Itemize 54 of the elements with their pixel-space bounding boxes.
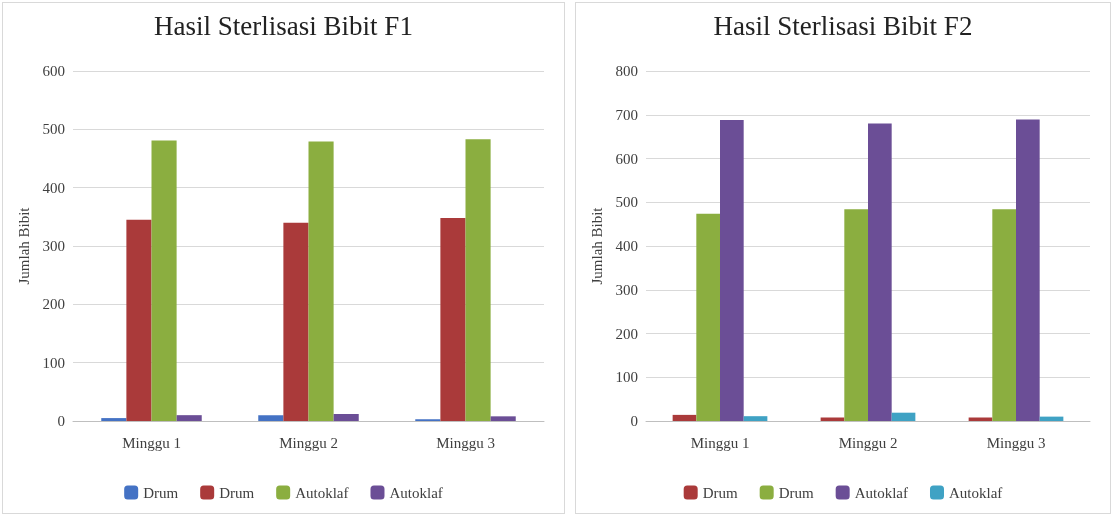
bar: [696, 213, 720, 421]
y-axis-title: Jumlah Bibit: [588, 206, 605, 285]
bar: [308, 141, 334, 421]
y-tick-label: 0: [630, 413, 638, 429]
y-tick-label: 600: [615, 150, 638, 167]
chart-title: Hasil Sterlisasi Bibit F2: [713, 10, 973, 41]
y-tick-label: 200: [42, 296, 65, 313]
y-axis-title: Jumlah Bibit: [15, 206, 32, 285]
bar: [743, 416, 768, 421]
y-tick-label: 500: [42, 121, 65, 138]
y-tick-label: 0: [57, 413, 65, 429]
legend-label: Autoklaf: [295, 484, 349, 501]
x-tick-label: Minggu 3: [986, 434, 1046, 451]
legend-label: Drum: [143, 484, 179, 501]
y-tick-label: 100: [42, 354, 65, 371]
legend-label: Autoklaf: [854, 484, 908, 501]
bar: [891, 412, 916, 421]
y-tick-label: 100: [615, 369, 638, 386]
legend-label: Drum: [778, 484, 815, 501]
bar: [333, 414, 359, 421]
y-tick-label: 200: [615, 325, 638, 342]
bar: [101, 418, 127, 421]
bar: [868, 123, 892, 421]
y-tick-label: 300: [42, 238, 65, 254]
bar: [440, 218, 466, 421]
bar: [490, 416, 516, 421]
y-tick-label: 600: [42, 63, 65, 79]
y-tick-label: 400: [42, 179, 65, 196]
bar: [176, 415, 202, 421]
bar: [720, 120, 744, 421]
x-tick-label: Minggu 1: [122, 434, 181, 451]
bar: [672, 414, 697, 421]
legend-label: Autoklaf: [389, 484, 443, 501]
bar: [992, 209, 1016, 421]
bar: [126, 219, 152, 421]
legend-label: Drum: [702, 484, 739, 501]
y-tick-label: 300: [615, 281, 638, 298]
bar: [258, 415, 284, 421]
y-tick-label: 500: [615, 194, 638, 211]
chart-title: Hasil Sterlisasi Bibit F1: [154, 10, 413, 41]
x-tick-label: Minggu 3: [436, 434, 495, 451]
y-tick-label: 700: [615, 106, 638, 123]
y-tick-label: 400: [615, 238, 638, 254]
y-tick-label: 800: [615, 63, 638, 79]
x-tick-label: Minggu 1: [690, 434, 750, 451]
bar: [151, 140, 177, 421]
x-tick-label: Minggu 2: [279, 434, 338, 451]
bar: [283, 222, 309, 421]
x-tick-label: Minggu 2: [838, 434, 898, 451]
legend-label: Autoklaf: [949, 484, 1003, 501]
bar: [465, 139, 491, 421]
legend-label: Drum: [219, 484, 255, 501]
bar: [844, 209, 868, 421]
bar: [1016, 119, 1040, 421]
